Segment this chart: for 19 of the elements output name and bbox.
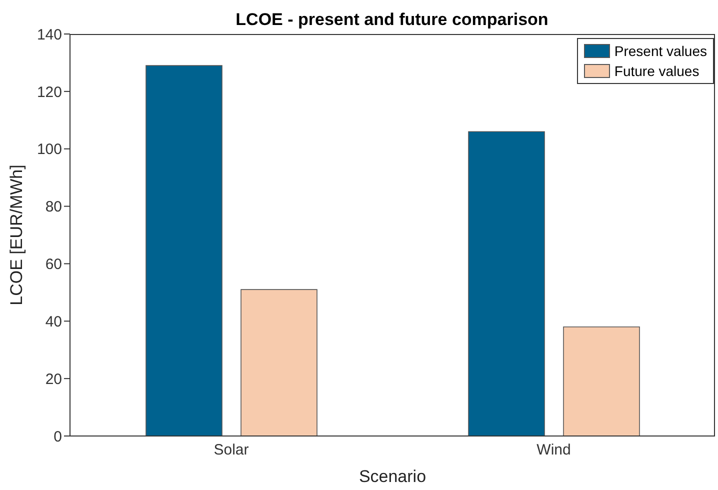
y-tick-label: 60: [45, 256, 62, 274]
bar: [146, 65, 222, 436]
x-axis-title: Scenario: [358, 467, 426, 486]
y-tick-label: 40: [45, 313, 62, 330]
bar: [468, 131, 545, 436]
y-axis-title: LCOE [EUR/MWh]: [7, 164, 26, 306]
legend-label: Future values: [614, 62, 700, 81]
y-tick-label: 20: [45, 370, 62, 388]
legend-label: Present values: [614, 42, 707, 61]
y-tick-label: 0: [54, 428, 62, 446]
chart-title: LCOE - present and future comparison: [234, 10, 550, 30]
y-tick-label: 120: [36, 84, 62, 101]
y-tick-label: 80: [45, 198, 62, 216]
y-tick-label: 100: [36, 141, 62, 158]
bar: [240, 289, 318, 436]
bar: [563, 326, 640, 436]
x-tick-label: Solar: [214, 442, 249, 459]
x-tick-label: Wind: [536, 442, 571, 459]
y-tick-label: 140: [36, 26, 62, 44]
